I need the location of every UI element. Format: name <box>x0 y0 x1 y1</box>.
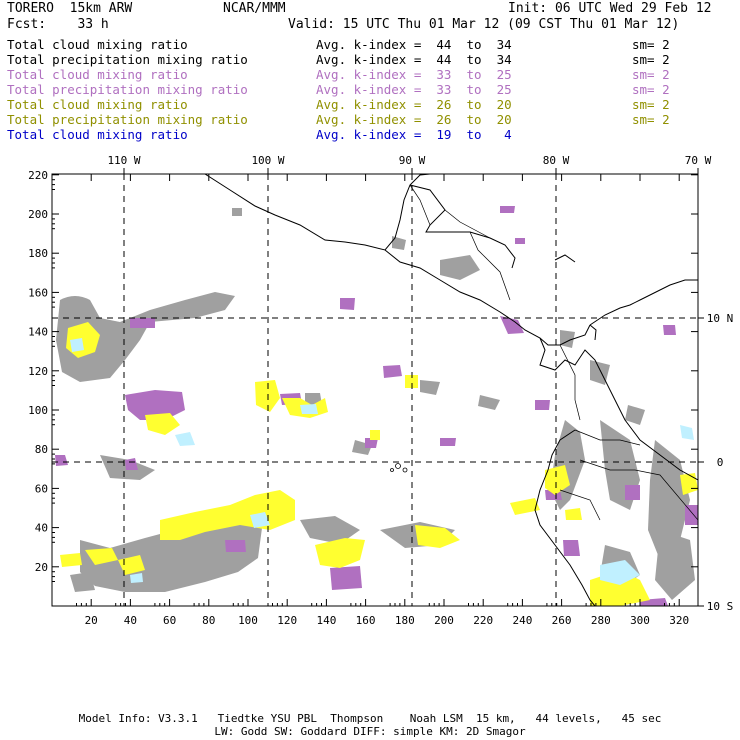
x-tick-label: 80 <box>202 614 215 627</box>
country-borders <box>409 184 698 521</box>
legend-row: Total cloud mixing ratio Avg. k-index = 2… <box>0 97 740 112</box>
longitude-labels: 110 W 100 W 90 W 80 W 70 W <box>107 154 712 174</box>
galapagos-islands <box>390 463 408 473</box>
cloud-field-lightblue <box>70 338 694 585</box>
longitude-label: 100 W <box>251 154 284 167</box>
cloud-fields <box>55 206 698 606</box>
legend-k-index: Avg. k-index = 26 to 20 <box>316 97 512 112</box>
legend-smoothing: sm= 2 <box>632 52 670 67</box>
legend-row: Total precipitation mixing ratio Avg. k-i… <box>0 82 740 97</box>
longitude-label: 110 W <box>107 154 140 167</box>
legend-row: Total precipitation mixing ratio Avg. k-i… <box>0 112 740 127</box>
legend-k-index: Avg. k-index = 33 to 25 <box>316 67 512 82</box>
x-tick-label: 240 <box>512 614 532 627</box>
x-tick-label: 120 <box>277 614 297 627</box>
legend-field-name: Total cloud mixing ratio <box>7 97 188 112</box>
longitude-label: 80 W <box>543 154 570 167</box>
y-tick-label: 200 <box>28 208 48 221</box>
legend-field-name: Total cloud mixing ratio <box>7 127 188 142</box>
legend-row: Total cloud mixing ratio Avg. k-index = 3… <box>0 67 740 82</box>
x-tick-label: 140 <box>316 614 336 627</box>
header: TORERO 15km ARW NCAR/MMM Init: 06 UTC We… <box>0 0 740 150</box>
y-tick-label: 140 <box>28 326 48 339</box>
valid-time: Valid: 15 UTC Thu 01 Mar 12 (09 CST Thu … <box>288 17 680 32</box>
y-tick-label: 220 <box>28 169 48 182</box>
center-title: NCAR/MMM <box>223 1 286 16</box>
latitude-label: 0 <box>717 456 724 469</box>
x-tick-label: 180 <box>395 614 415 627</box>
x-tick-label: 260 <box>552 614 572 627</box>
legend-smoothing: sm= 2 <box>632 37 670 52</box>
legend-k-index: Avg. k-index = 19 to 4 <box>316 127 512 142</box>
x-axis-ticks: 20 40 60 80 100 120 140 160 180 200 220 240 260 280 30… <box>76 174 689 627</box>
y-tick-label: 160 <box>28 286 48 299</box>
latitude-label: 10 N <box>707 312 734 325</box>
legend-smoothing: sm= 2 <box>632 82 670 97</box>
x-tick-label: 100 <box>238 614 258 627</box>
legend-k-index: Avg. k-index = 44 to 34 <box>316 52 512 67</box>
legend-k-index: Avg. k-index = 44 to 34 <box>316 37 512 52</box>
legend-field-name: Total cloud mixing ratio <box>7 37 188 52</box>
x-tick-label: 280 <box>591 614 611 627</box>
map-frame <box>51 173 699 607</box>
y-tick-label: 180 <box>28 247 48 260</box>
init-time: Init: 06 UTC Wed 29 Feb 12 <box>508 1 712 16</box>
legend-field-name: Total precipitation mixing ratio <box>7 112 248 127</box>
graticule <box>52 174 698 606</box>
model-title: TORERO 15km ARW <box>7 1 133 16</box>
coastlines <box>204 174 698 606</box>
x-tick-label: 160 <box>356 614 376 627</box>
legend-row: Total cloud mixing ratio Avg. k-index = 1… <box>0 127 740 142</box>
legend-field-name: Total precipitation mixing ratio <box>7 82 248 97</box>
cloud-field-purple <box>55 206 698 606</box>
legend-smoothing: sm= 2 <box>632 67 670 82</box>
legend-field-name: Total cloud mixing ratio <box>7 67 188 82</box>
y-tick-label: 100 <box>28 404 48 417</box>
x-tick-label: 220 <box>473 614 493 627</box>
legend-field-name: Total precipitation mixing ratio <box>7 52 248 67</box>
forecast-hour: Fcst: 33 h <box>7 17 109 32</box>
y-tick-label: 80 <box>35 443 48 456</box>
legend-smoothing: sm= 2 <box>632 97 670 112</box>
forecast-map: 110 W 100 W 90 W 80 W 70 W 10 N 0 10 S 20 40 60 8… <box>28 154 733 627</box>
legend-row: Total precipitation mixing ratio Avg. k-i… <box>0 52 740 67</box>
y-tick-label: 40 <box>35 522 48 535</box>
longitude-label: 70 W <box>685 154 712 167</box>
y-tick-label: 20 <box>35 561 48 574</box>
legend-k-index: Avg. k-index = 26 to 20 <box>316 112 512 127</box>
y-tick-label: 60 <box>35 482 48 495</box>
longitude-label: 90 W <box>399 154 426 167</box>
model-info-line1: Model Info: V3.3.1 Tiedtke YSU PBL Thomp… <box>78 712 662 725</box>
latitude-label: 10 S <box>707 600 734 613</box>
plot-border <box>51 173 699 607</box>
legend-smoothing: sm= 2 <box>632 112 670 127</box>
x-tick-label: 320 <box>669 614 689 627</box>
x-tick-label: 60 <box>163 614 176 627</box>
x-tick-label: 20 <box>85 614 98 627</box>
model-info-line2: LW: Godd SW: Goddard DIFF: simple KM: 2D… <box>214 725 526 738</box>
legend-row: Total cloud mixing ratio Avg. k-index = 4… <box>0 37 740 52</box>
x-tick-label: 40 <box>124 614 137 627</box>
y-axis-ticks: 20 40 60 80 100 120 140 160 180 200 220 <box>28 169 698 582</box>
y-tick-label: 120 <box>28 365 48 378</box>
latitude-labels: 10 N 0 10 S <box>698 312 733 613</box>
x-tick-label: 300 <box>630 614 650 627</box>
legend-k-index: Avg. k-index = 33 to 25 <box>316 82 512 97</box>
x-tick-label: 200 <box>434 614 454 627</box>
